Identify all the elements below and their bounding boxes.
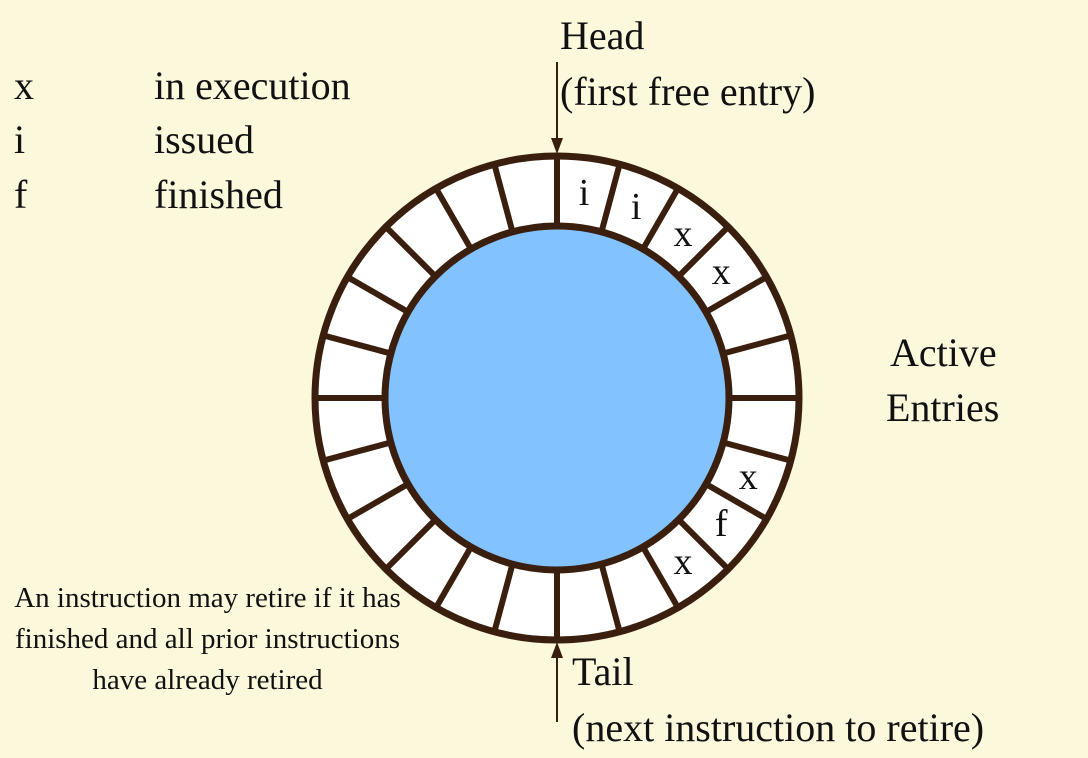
ring-divider xyxy=(345,274,410,315)
ring-divider xyxy=(598,563,623,633)
tail-subtitle: (next instruction to retire) xyxy=(572,705,985,750)
legend-label-finished: finished xyxy=(154,172,283,217)
ring-slot-label: x xyxy=(712,251,731,293)
ring-slot-label: x xyxy=(674,213,693,255)
ring-slot-label: i xyxy=(579,172,590,214)
center-disc xyxy=(381,222,733,574)
ring-slot-label: f xyxy=(715,503,728,545)
tail-arrow xyxy=(551,642,563,722)
ring-divider xyxy=(491,563,516,633)
retire-rule-note: An instruction may retire if it has fini… xyxy=(14,582,401,696)
ring-divider xyxy=(640,545,681,610)
legend-label-issued: issued xyxy=(154,117,254,162)
ring-divider xyxy=(676,517,731,572)
ring-divider xyxy=(322,332,392,357)
ring-divider xyxy=(322,439,392,464)
ring-divider xyxy=(722,332,792,357)
legend-key-i: i xyxy=(14,117,26,162)
ring-divider xyxy=(433,186,474,251)
ring-divider xyxy=(704,481,769,522)
tail-label: Tail xyxy=(572,649,634,694)
active-entries-label-line2: Entries xyxy=(886,385,1000,430)
active-entries-label-line1: Active xyxy=(890,330,997,375)
ring-slot-label: i xyxy=(631,186,642,228)
ring-divider xyxy=(491,163,516,233)
ring-divider xyxy=(383,517,438,572)
ring-slot-label: x xyxy=(739,456,758,498)
legend-key-f: f xyxy=(14,172,28,217)
ring-divider xyxy=(640,186,681,251)
ring-divider xyxy=(704,274,769,315)
legend-label-in-execution: in execution xyxy=(154,63,351,108)
ring-divider xyxy=(676,224,731,279)
ring-divider xyxy=(383,224,438,279)
head-label: Head xyxy=(560,13,645,58)
head-subtitle: (first free entry) xyxy=(560,69,816,114)
head-arrow xyxy=(551,62,563,154)
ring-slot-label: x xyxy=(674,541,693,583)
ring-divider xyxy=(598,163,623,233)
ring-segment-dividers xyxy=(315,156,799,640)
ring-divider xyxy=(722,439,792,464)
ring-divider xyxy=(345,481,410,522)
ring-divider xyxy=(433,545,474,610)
legend-key-x: x xyxy=(14,63,34,108)
